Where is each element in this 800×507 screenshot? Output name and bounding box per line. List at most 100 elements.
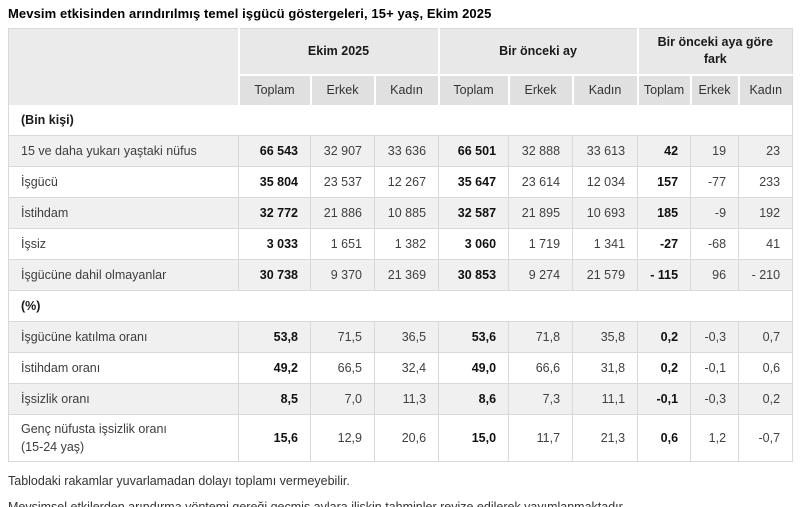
value-cell: 21 895 bbox=[508, 197, 573, 229]
section-label: (%) bbox=[8, 290, 793, 322]
value-cell: 53,8 bbox=[238, 321, 311, 353]
table-row: İstihdam oranı 49,2 66,5 32,4 49,0 66,6 31,8 0,… bbox=[8, 352, 793, 384]
value-cell: 185 bbox=[637, 197, 691, 229]
value-cell: 23 bbox=[738, 135, 793, 167]
value-cell: 12 267 bbox=[373, 166, 439, 198]
value-cell: 8,5 bbox=[238, 383, 311, 415]
table-row: İstihdam 32 772 21 886 10 885 32 587 21 895 10… bbox=[8, 197, 793, 229]
table-row: İşgücüne dahil olmayanlar 30 738 9 370 21 3… bbox=[8, 259, 793, 291]
value-cell: 32 888 bbox=[508, 135, 573, 167]
value-cell: 20,6 bbox=[373, 414, 439, 463]
value-cell: 1 341 bbox=[572, 228, 638, 260]
value-cell: 21 886 bbox=[310, 197, 375, 229]
value-cell: 1,2 bbox=[690, 414, 739, 463]
value-cell: 66 543 bbox=[238, 135, 311, 167]
value-cell: 10 885 bbox=[373, 197, 439, 229]
value-cell: 1 719 bbox=[508, 228, 573, 260]
value-cell: 15,0 bbox=[438, 414, 509, 463]
group-header-row: Ekim 2025 Bir önceki ay Bir önceki aya g… bbox=[8, 28, 793, 105]
section-label: (Bin kişi) bbox=[8, 104, 793, 136]
sub-header-female: Kadın bbox=[373, 74, 439, 105]
table-row: İşgücü 35 804 23 537 12 267 35 647 23 614 12 0… bbox=[8, 166, 793, 198]
value-cell: 66,5 bbox=[310, 352, 375, 384]
section-header-row: (%) bbox=[8, 290, 793, 322]
value-cell: 23 614 bbox=[508, 166, 573, 198]
value-cell: 0,2 bbox=[637, 321, 691, 353]
sub-header-male: Erkek bbox=[309, 74, 375, 105]
value-cell: 42 bbox=[637, 135, 691, 167]
value-cell: 30 738 bbox=[238, 259, 311, 291]
value-cell: -9 bbox=[690, 197, 739, 229]
sub-header-male: Erkek bbox=[689, 74, 739, 105]
value-cell: 12 034 bbox=[572, 166, 638, 198]
row-label: İstihdam bbox=[8, 197, 239, 229]
value-cell: 49,0 bbox=[438, 352, 509, 384]
value-cell: 1 382 bbox=[373, 228, 439, 260]
value-cell: 23 537 bbox=[310, 166, 375, 198]
labor-indicators-table: Ekim 2025 Bir önceki ay Bir önceki aya g… bbox=[8, 28, 794, 463]
column-group-difference: Bir önceki aya göre fark bbox=[636, 28, 793, 76]
value-cell: 21 579 bbox=[572, 259, 638, 291]
value-cell: -0,1 bbox=[637, 383, 691, 415]
row-label: İşsizlik oranı bbox=[8, 383, 239, 415]
table-row: İşsizlik oranı 8,5 7,0 11,3 8,6 7,3 11,1 -0,1 -0… bbox=[8, 383, 793, 415]
table-row: İşgücüne katılma oranı 53,8 71,5 36,5 53,6 71… bbox=[8, 321, 793, 353]
value-cell: 30 853 bbox=[438, 259, 509, 291]
value-cell: 11,3 bbox=[373, 383, 439, 415]
table-body: (Bin kişi) 15 ve daha yukarı yaştaki nüfu… bbox=[8, 104, 793, 463]
value-cell: 0,7 bbox=[738, 321, 793, 353]
row-label: İşgücüne katılma oranı bbox=[8, 321, 239, 353]
page-title: Mevsim etkisinden arındırılmış temel işg… bbox=[8, 6, 492, 21]
sub-header-total: Toplam bbox=[437, 74, 509, 105]
value-cell: 32 772 bbox=[238, 197, 311, 229]
corner-cell bbox=[8, 28, 240, 105]
table-row: İşsiz 3 033 1 651 1 382 3 060 1 719 1 341 -27 -6… bbox=[8, 228, 793, 260]
value-cell: 21,3 bbox=[572, 414, 638, 463]
value-cell: 10 693 bbox=[572, 197, 638, 229]
value-cell: 32 907 bbox=[310, 135, 375, 167]
value-cell: 96 bbox=[690, 259, 739, 291]
value-cell: 11,1 bbox=[572, 383, 638, 415]
table-row: 15 ve daha yukarı yaştaki nüfus 66 543 32 … bbox=[8, 135, 793, 167]
value-cell: 0,6 bbox=[637, 414, 691, 463]
value-cell: 157 bbox=[637, 166, 691, 198]
sub-header-total: Toplam bbox=[636, 74, 691, 105]
section-header-row: (Bin kişi) bbox=[8, 104, 793, 136]
row-label: 15 ve daha yukarı yaştaki nüfus bbox=[8, 135, 239, 167]
value-cell: 7,3 bbox=[508, 383, 573, 415]
footnote-rounding: Tablodaki rakamlar yuvarlamadan dolayı t… bbox=[8, 474, 350, 489]
value-cell: 53,6 bbox=[438, 321, 509, 353]
value-cell: 192 bbox=[738, 197, 793, 229]
value-cell: 3 060 bbox=[438, 228, 509, 260]
value-cell: 31,8 bbox=[572, 352, 638, 384]
value-cell: 0,2 bbox=[637, 352, 691, 384]
footnote-revision: Mevsimsel etkilerden arındırma yöntemi g… bbox=[8, 497, 792, 507]
value-cell: 8,6 bbox=[438, 383, 509, 415]
value-cell: 9 274 bbox=[508, 259, 573, 291]
value-cell: 0,6 bbox=[738, 352, 793, 384]
value-cell: 12,9 bbox=[310, 414, 375, 463]
value-cell: 0,2 bbox=[738, 383, 793, 415]
value-cell: -0,7 bbox=[738, 414, 793, 463]
row-label: İstihdam oranı bbox=[8, 352, 239, 384]
value-cell: 21 369 bbox=[373, 259, 439, 291]
value-cell: 71,5 bbox=[310, 321, 375, 353]
sub-header-male: Erkek bbox=[507, 74, 573, 105]
value-cell: 66,6 bbox=[508, 352, 573, 384]
value-cell: 19 bbox=[690, 135, 739, 167]
value-cell: 71,8 bbox=[508, 321, 573, 353]
value-cell: 49,2 bbox=[238, 352, 311, 384]
sub-header-row: Toplam Erkek Kadın Toplam Erkek Kadın To… bbox=[9, 74, 793, 105]
value-cell: -27 bbox=[637, 228, 691, 260]
row-label: İşgücüne dahil olmayanlar bbox=[8, 259, 239, 291]
value-cell: -0,3 bbox=[690, 383, 739, 415]
value-cell: 9 370 bbox=[310, 259, 375, 291]
value-cell: 33 636 bbox=[373, 135, 439, 167]
value-cell: 35,8 bbox=[572, 321, 638, 353]
value-cell: 7,0 bbox=[310, 383, 375, 415]
footnotes: Tablodaki rakamlar yuvarlamadan dolayı t… bbox=[8, 462, 792, 507]
value-cell: -77 bbox=[690, 166, 739, 198]
value-cell: 35 647 bbox=[438, 166, 509, 198]
value-cell: -0,1 bbox=[690, 352, 739, 384]
